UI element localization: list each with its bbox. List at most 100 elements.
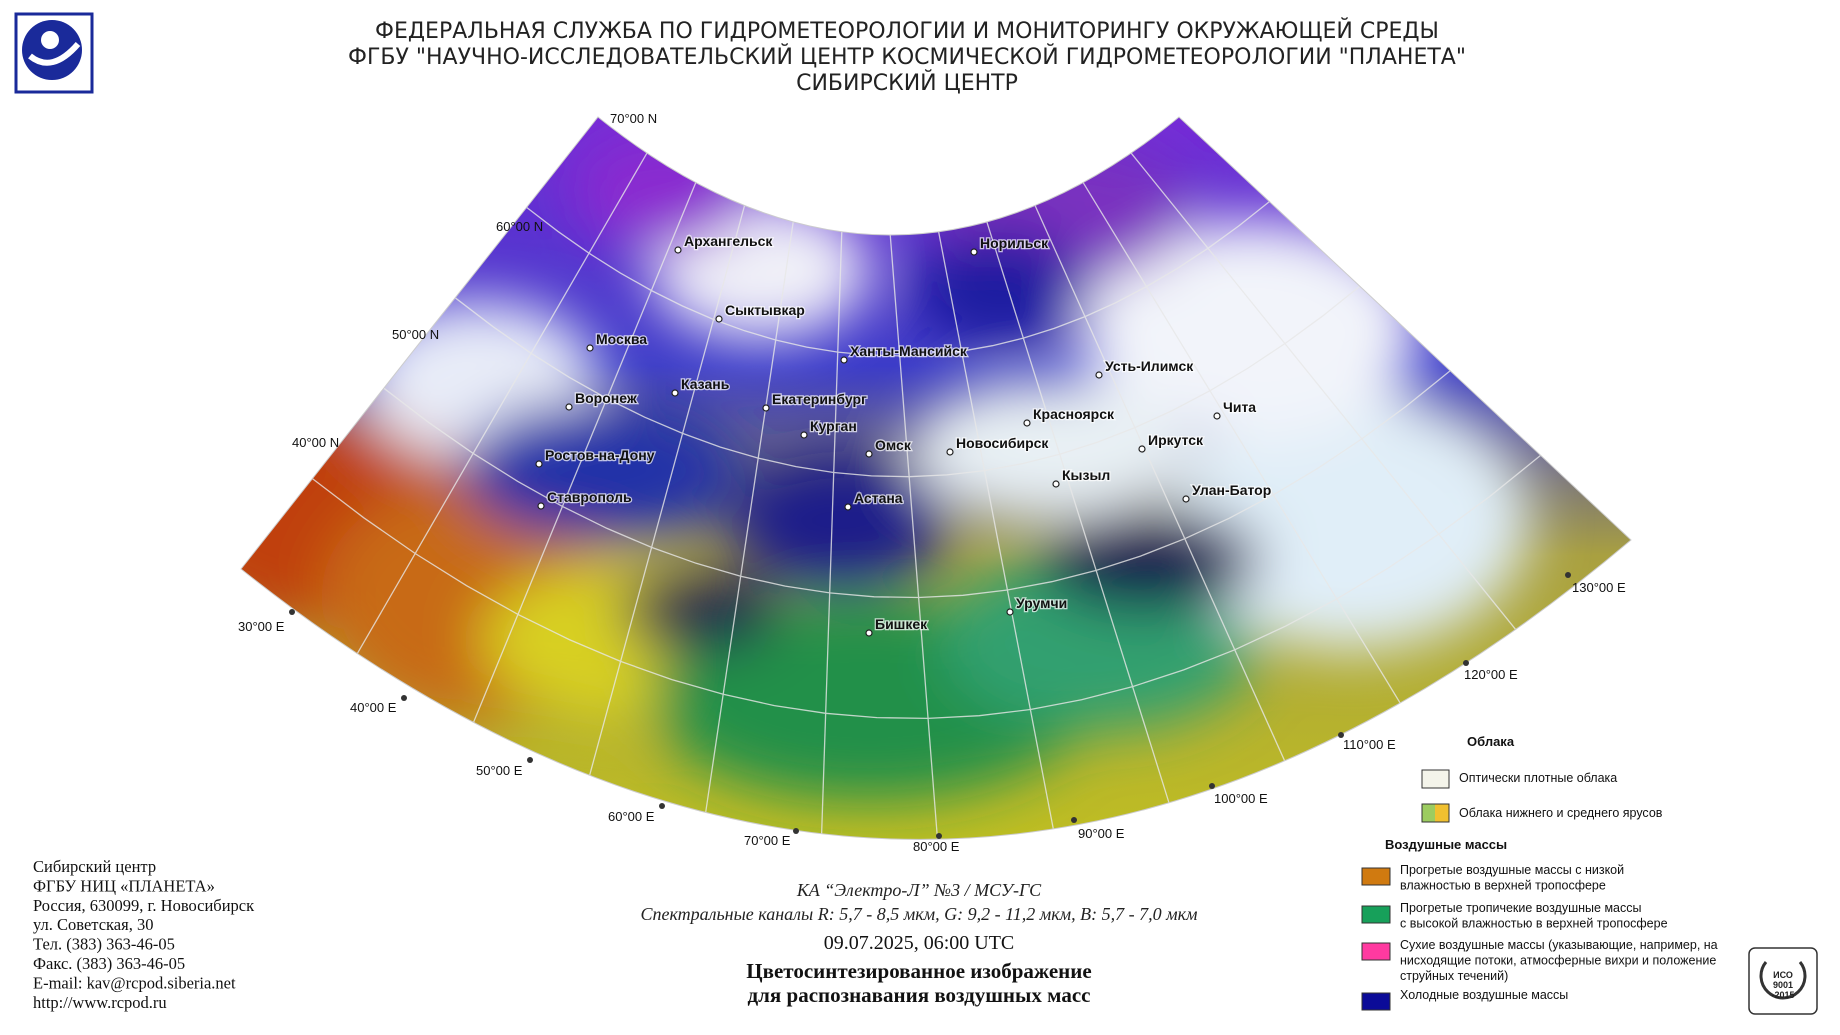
legend-label: Прогретые тропичекие воздушные массы bbox=[1400, 901, 1641, 915]
longitude-label: 110°00 E bbox=[1343, 737, 1396, 752]
latitude-label: 40°00 N bbox=[292, 435, 339, 450]
legend-label: влажностью в верхней тропосфере bbox=[1400, 879, 1606, 893]
caption-datetime: 09.07.2025, 06:00 UTC bbox=[824, 932, 1015, 954]
city-dot bbox=[970, 248, 978, 256]
city-dot bbox=[800, 431, 808, 439]
meridian bbox=[1082, 182, 1401, 704]
city-dot bbox=[844, 503, 852, 511]
legend-label: Сухие воздушные массы (указывающие, напр… bbox=[1400, 938, 1718, 952]
city-dot bbox=[1213, 412, 1221, 420]
city-dot bbox=[1095, 371, 1103, 379]
city-label: Омск bbox=[875, 437, 912, 453]
legend-label: с высокой влажностью в верхней тропосфер… bbox=[1400, 917, 1668, 931]
legend-swatch bbox=[1361, 905, 1391, 924]
city-dot bbox=[671, 389, 679, 397]
footer-line: ул. Советская, 30 bbox=[33, 915, 153, 934]
city-dot bbox=[1023, 419, 1031, 427]
meridian bbox=[705, 221, 794, 813]
legend-label: Холодные воздушные массы bbox=[1400, 988, 1568, 1002]
city-dot bbox=[537, 502, 545, 510]
caption-title: Цветосинтезированное изображение bbox=[746, 959, 1091, 983]
city-label: Иркутск bbox=[1148, 432, 1204, 448]
caption-channels: Спектральные каналы R: 5,7 - 8,5 мкм, G:… bbox=[640, 904, 1198, 924]
footer-line: ФГБУ НИЦ «ПЛАНЕТА» bbox=[33, 876, 215, 895]
city-label: Кызыл bbox=[1062, 467, 1110, 483]
city-label: Усть-Илимск bbox=[1105, 358, 1194, 374]
longitude-label: 40°00 E bbox=[350, 700, 397, 715]
legend-swatch bbox=[1435, 804, 1449, 822]
legend-swatch bbox=[1422, 804, 1436, 822]
meridian bbox=[820, 231, 843, 834]
longitude-tick bbox=[936, 833, 942, 839]
legend-swatch bbox=[1421, 769, 1450, 789]
city-dot bbox=[565, 403, 573, 411]
header-line: ФЕДЕРАЛЬНАЯ СЛУЖБА ПО ГИДРОМЕТЕОРОЛОГИИ … bbox=[375, 18, 1439, 44]
footer-line: E-mail: kav@rcpod.siberia.net bbox=[33, 973, 236, 992]
certificate-text: 9001 bbox=[1773, 980, 1793, 990]
city-dot bbox=[535, 460, 543, 468]
meridian bbox=[356, 152, 648, 654]
city-dot bbox=[1052, 480, 1060, 488]
city-dot bbox=[762, 404, 770, 412]
footer-line: Россия, 630099, г. Новосибирск bbox=[33, 896, 255, 915]
city-label: Бишкек bbox=[875, 616, 928, 632]
latitude-label: 60°00 N bbox=[496, 219, 543, 234]
city-label: Казань bbox=[681, 376, 730, 392]
longitude-tick bbox=[1071, 817, 1077, 823]
city-dot bbox=[586, 344, 594, 352]
longitude-label: 70°00 E bbox=[744, 833, 791, 848]
city-dot bbox=[715, 315, 723, 323]
city-label: Красноярск bbox=[1033, 406, 1115, 422]
header-line: ФГБУ "НАУЧНО-ИССЛЕДОВАТЕЛЬСКИЙ ЦЕНТР КОС… bbox=[348, 44, 1466, 70]
longitude-label: 80°00 E bbox=[913, 839, 960, 854]
city-label: Урумчи bbox=[1016, 595, 1067, 611]
city-label: Сыктывкар bbox=[725, 302, 805, 318]
city-label: Улан-Батор bbox=[1192, 482, 1271, 498]
legend-swatch bbox=[1361, 992, 1391, 1011]
longitude-label: 90°00 E bbox=[1078, 826, 1125, 841]
caption-satellite: КА “Электро-Л” №3 / МСУ-ГС bbox=[796, 880, 1042, 900]
city-label: Чита bbox=[1223, 399, 1256, 415]
meridian bbox=[472, 182, 697, 723]
longitude-tick bbox=[1209, 783, 1215, 789]
city-label: Новосибирск bbox=[956, 435, 1049, 451]
city-dot bbox=[865, 450, 873, 458]
legend-swatch bbox=[1361, 942, 1391, 961]
meridian bbox=[1130, 152, 1517, 630]
footer-line: Сибирский центр bbox=[33, 857, 156, 876]
header-line: СИБИРСКИЙ ЦЕНТР bbox=[796, 70, 1018, 96]
footer-line: Факс. (383) 363-46-05 bbox=[33, 954, 185, 973]
legend-label: струйных течений) bbox=[1400, 969, 1508, 983]
city-label: Воронеж bbox=[575, 390, 638, 406]
legend-swatch bbox=[1361, 867, 1391, 886]
longitude-tick bbox=[1565, 572, 1571, 578]
city-label: Астана bbox=[854, 490, 903, 506]
city-dot bbox=[674, 246, 682, 254]
longitude-tick bbox=[401, 695, 407, 701]
city-label: Ханты-Мансийск bbox=[850, 343, 968, 359]
meridian bbox=[889, 234, 939, 840]
legend-title: Воздушные массы bbox=[1385, 837, 1507, 852]
parallel bbox=[312, 454, 1542, 720]
city-label: Норильск bbox=[980, 235, 1049, 251]
city-dot bbox=[1006, 608, 1014, 616]
map: 70°00 N 60°00 N 50°00 N 40°00 N 30°00 E 40°00… bbox=[238, 111, 1632, 854]
caption-subtitle: для распознавания воздушных масс bbox=[748, 983, 1091, 1007]
longitude-tick bbox=[289, 609, 295, 615]
longitude-tick bbox=[659, 803, 665, 809]
longitude-label: 50°00 E bbox=[476, 763, 523, 778]
meridian bbox=[588, 205, 746, 776]
city-label: Курган bbox=[810, 418, 857, 434]
city-label: Екатеринбург bbox=[772, 391, 867, 407]
longitude-label: 130°00 E bbox=[1572, 580, 1626, 595]
city-label: Москва bbox=[596, 331, 647, 347]
meridian bbox=[937, 231, 1054, 830]
longitude-label: 100°00 E bbox=[1214, 791, 1268, 806]
longitude-tick bbox=[793, 828, 799, 834]
city-label: Архангельск bbox=[684, 233, 773, 249]
legend-swatch-border bbox=[1421, 803, 1450, 823]
city-dot bbox=[1182, 495, 1190, 503]
legend-title: Облака bbox=[1467, 734, 1515, 749]
certificate-text: -2015 bbox=[1771, 990, 1794, 1000]
meridian bbox=[1034, 205, 1286, 762]
